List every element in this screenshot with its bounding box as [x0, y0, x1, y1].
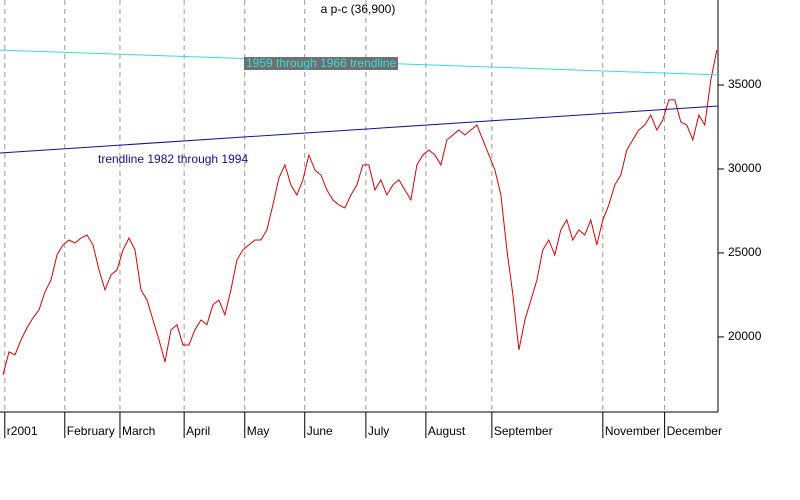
price-line: [2, 50, 718, 376]
x-tick-label: August: [428, 424, 466, 438]
trendline-label: trendline 1982 through 1994: [98, 152, 248, 166]
y-tick-label: 20000: [728, 329, 762, 343]
x-tick-label: June: [307, 424, 333, 438]
trendline: [0, 105, 719, 154]
x-tick-label: July: [368, 424, 389, 438]
x-tick-label: December: [667, 424, 722, 438]
label-box: [244, 57, 398, 70]
trendline-label: 1959 through 1966 trendline: [246, 56, 396, 70]
y-tick-label: 25000: [728, 245, 762, 259]
x-tick-label: September: [494, 424, 553, 438]
y-tick-label: 35000: [728, 77, 762, 91]
x-tick-label: February: [67, 424, 115, 438]
chart-title: a p-c (36,900): [321, 2, 396, 16]
x-tick-label: April: [186, 424, 210, 438]
x-tick-label: November: [605, 424, 660, 438]
y-tick-label: 30000: [728, 161, 762, 175]
x-tick-label: r2001: [7, 424, 38, 438]
x-tick-label: May: [247, 424, 270, 438]
x-tick-label: March: [122, 424, 155, 438]
